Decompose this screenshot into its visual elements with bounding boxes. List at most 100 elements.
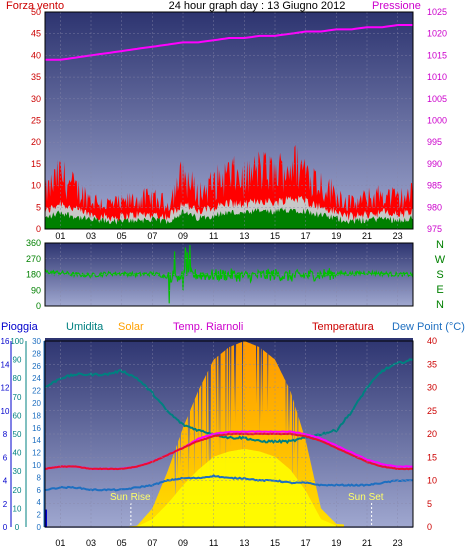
panel-frame [44, 11, 414, 230]
dew-tick-label: 4 [37, 498, 42, 507]
dew-tick-label: 8 [37, 473, 42, 482]
direction-tick-label: 270 [26, 254, 41, 264]
x-tick-label-top: 23 [393, 231, 403, 241]
x-tick-label-top: 17 [301, 231, 311, 241]
pressure-tick-label: 985 [427, 181, 442, 191]
solar-label: Solar [118, 321, 144, 333]
x-tick-label-top: 03 [86, 231, 96, 241]
wind-axis-label: Forza vento [6, 0, 64, 12]
pressure-tick-label: 1000 [427, 116, 447, 126]
wind-tick-label: 35 [31, 72, 41, 82]
pressure-tick-label: 980 [427, 202, 442, 212]
temperature-tick-label: 40 [427, 336, 437, 346]
rain-tick-label: 2 [3, 500, 8, 509]
temperature-tick-label: 30 [427, 383, 437, 393]
humidity-tick-label: 20 [13, 486, 22, 495]
wind-average-area [45, 208, 413, 229]
wind-series-layer [45, 24, 413, 229]
pressure-tick-label: 990 [427, 159, 442, 169]
x-tick-label-bottom: 17 [301, 538, 311, 548]
temperature-tick-label: 10 [427, 476, 437, 486]
panel-frame [44, 340, 414, 528]
x-tick-label-top: 09 [178, 231, 188, 241]
temperature-label: Temperatura [312, 321, 375, 333]
dew-tick-label: 6 [37, 486, 42, 495]
x-tick-label-top: 07 [147, 231, 157, 241]
x-tick-label-bottom: 23 [393, 538, 403, 548]
direction-line [44, 244, 414, 304]
pressure-tick-label: 1015 [427, 50, 447, 60]
x-tick-label-top: 11 [209, 231, 218, 241]
pressure-tick-label: 975 [427, 224, 442, 234]
rain-tick-label: 10 [1, 407, 10, 416]
direction-tick-label: 90 [31, 285, 41, 295]
direction-series-layer [44, 244, 414, 304]
x-tick-label-top: 01 [55, 231, 65, 241]
dew-point-line [44, 474, 413, 492]
humidity-tick-label: 0 [15, 523, 20, 532]
dew-tick-label: 0 [37, 523, 42, 532]
x-tick-label-bottom: 13 [239, 538, 249, 548]
dew-tick-label: 2 [37, 511, 42, 520]
temperature-tick-label: 15 [427, 452, 437, 462]
dew-tick-label: 26 [32, 362, 41, 371]
humidity-tick-label: 90 [13, 356, 22, 365]
humidity-tick-label: 30 [13, 467, 22, 476]
rain-tick-label: 8 [3, 430, 8, 439]
rain-tick-label: 0 [3, 523, 8, 532]
pressure-tick-label: 1025 [427, 7, 447, 17]
temperature-tick-label: 25 [427, 406, 437, 416]
x-tick-label-top: 21 [362, 231, 372, 241]
humidity-tick-label: 60 [13, 411, 22, 420]
direction-tick-label: 360 [26, 238, 41, 248]
pressure-tick-label: 1020 [427, 29, 447, 39]
direction-tick-label: 0 [36, 301, 41, 311]
pressure-tick-label: 1010 [427, 72, 447, 82]
direction-tick-label: 180 [26, 270, 41, 280]
wind-tick-label: 50 [31, 7, 41, 17]
pressure-line [45, 24, 413, 61]
wind-tick-label: 0 [36, 224, 41, 234]
x-tick-label-top: 05 [117, 231, 127, 241]
x-tick-label-bottom: 01 [55, 538, 65, 548]
rain-tick-label: 12 [1, 384, 10, 393]
humidity-tick-label: 10 [13, 504, 22, 513]
axes-layer: 0510152025303540455097598098599099510001… [1, 7, 447, 548]
x-tick-label-top: 19 [331, 231, 341, 241]
x-tick-label-bottom: 03 [86, 538, 96, 548]
x-tick-label-bottom: 21 [362, 538, 372, 548]
pressure-tick-label: 995 [427, 137, 442, 147]
dir-label-s: S [436, 269, 443, 281]
rain-label: Pioggia [1, 321, 39, 333]
wind-tick-label: 45 [31, 29, 41, 39]
dew-tick-label: 24 [32, 374, 41, 383]
dir-label-n-top: N [436, 239, 444, 251]
humidity-tick-label: 40 [13, 449, 22, 458]
panel-frame [44, 242, 414, 307]
dew-tick-label: 10 [32, 461, 41, 470]
temperature-tick-label: 20 [427, 429, 437, 439]
x-tick-label-top: 15 [270, 231, 280, 241]
wind-tick-label: 10 [31, 181, 41, 191]
dir-label-w: W [435, 254, 446, 266]
dew-tick-label: 14 [32, 436, 41, 445]
rain-tick-label: 16 [1, 337, 10, 346]
dew-point-label: Dew Point (°C) [392, 321, 465, 333]
x-tick-label-top: 13 [239, 231, 249, 241]
humidity-tick-label: 50 [13, 430, 22, 439]
temperature-tick-label: 0 [427, 522, 432, 532]
wind-gust-area [45, 145, 413, 229]
dew-tick-label: 30 [32, 337, 41, 346]
dew-tick-label: 18 [32, 411, 41, 420]
dir-label-e: E [436, 284, 443, 296]
dew-tick-label: 28 [32, 349, 41, 358]
wind-tick-label: 5 [36, 202, 41, 212]
dew-tick-label: 12 [32, 449, 41, 458]
x-tick-label-bottom: 15 [270, 538, 280, 548]
x-tick-label-bottom: 07 [147, 538, 157, 548]
wind-tick-label: 15 [31, 159, 41, 169]
pressure-axis-label: Pressione [372, 0, 421, 12]
solar-low-area [137, 448, 337, 527]
x-tick-label-bottom: 19 [331, 538, 341, 548]
